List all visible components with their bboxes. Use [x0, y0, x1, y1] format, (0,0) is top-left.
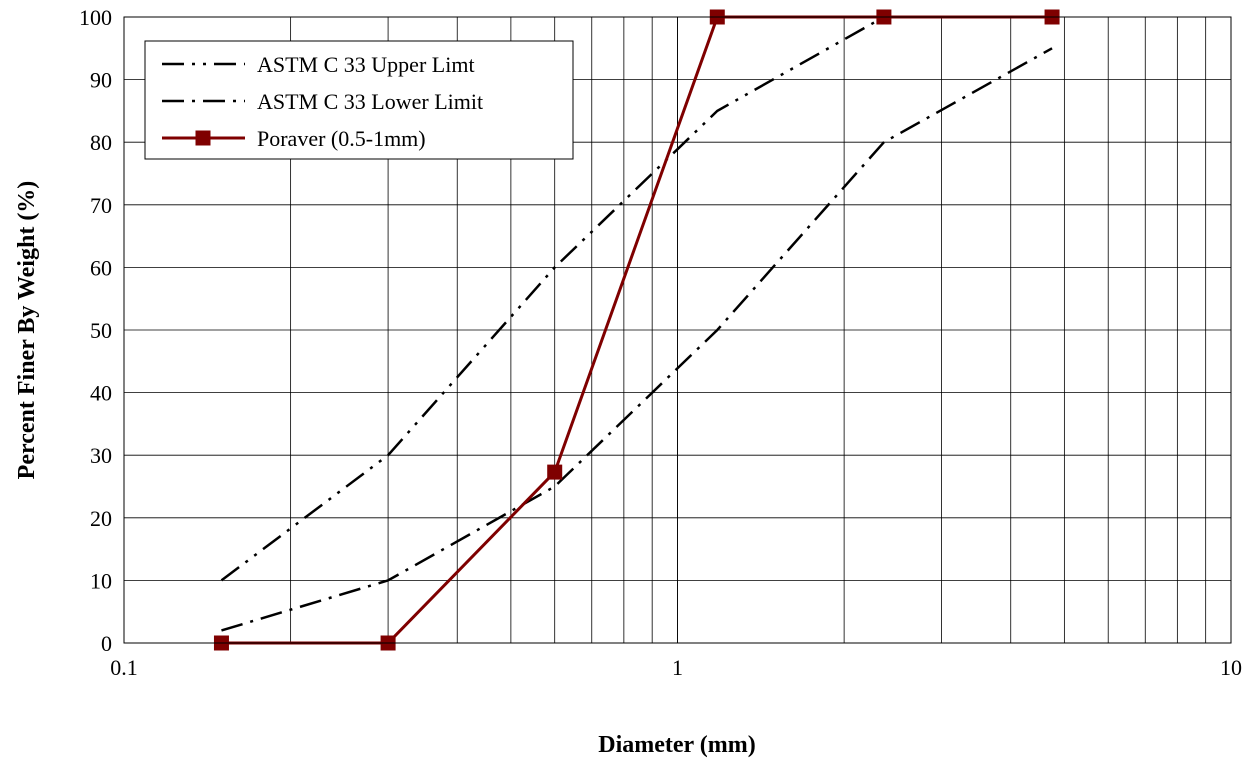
legend-label-lower-limit: ASTM C 33 Lower Limit	[257, 89, 483, 114]
y-tick-label: 30	[90, 443, 112, 468]
y-axis-title: Percent Finer By Weight (%)	[14, 181, 40, 480]
series-marker-2	[547, 464, 563, 480]
x-tick-labels: 0.1 1 10	[110, 655, 1242, 680]
legend: ASTM C 33 Upper Limt ASTM C 33 Lower Lim…	[144, 40, 574, 160]
y-tick-label: 10	[90, 568, 112, 593]
series-line-1	[221, 47, 1053, 632]
y-tick-label: 90	[90, 68, 112, 93]
legend-label-poraver: Poraver (0.5-1mm)	[257, 126, 426, 151]
y-tick-label: 20	[90, 506, 112, 531]
legend-samples	[162, 62, 245, 146]
y-tick-label: 40	[90, 381, 112, 406]
y-tick-label: 100	[79, 5, 112, 30]
legend-sample-marker-2	[195, 130, 211, 146]
y-tick-label: 50	[90, 318, 112, 343]
x-axis-title: Diameter (mm)	[598, 732, 755, 758]
legend-label-upper-limit: ASTM C 33 Upper Limt	[257, 52, 475, 77]
x-tick-label: 1	[672, 655, 683, 680]
y-tick-label: 70	[90, 193, 112, 218]
x-tick-label: 10	[1220, 655, 1242, 680]
plot-border	[123, 16, 1232, 644]
x-tick-label: 0.1	[110, 655, 138, 680]
y-tick-label: 80	[90, 130, 112, 155]
y-tick-labels: 0 10 20 30 40 50 60 70 80 90 100	[79, 5, 112, 656]
y-tick-label: 0	[101, 631, 112, 656]
y-tick-label: 60	[90, 255, 112, 280]
